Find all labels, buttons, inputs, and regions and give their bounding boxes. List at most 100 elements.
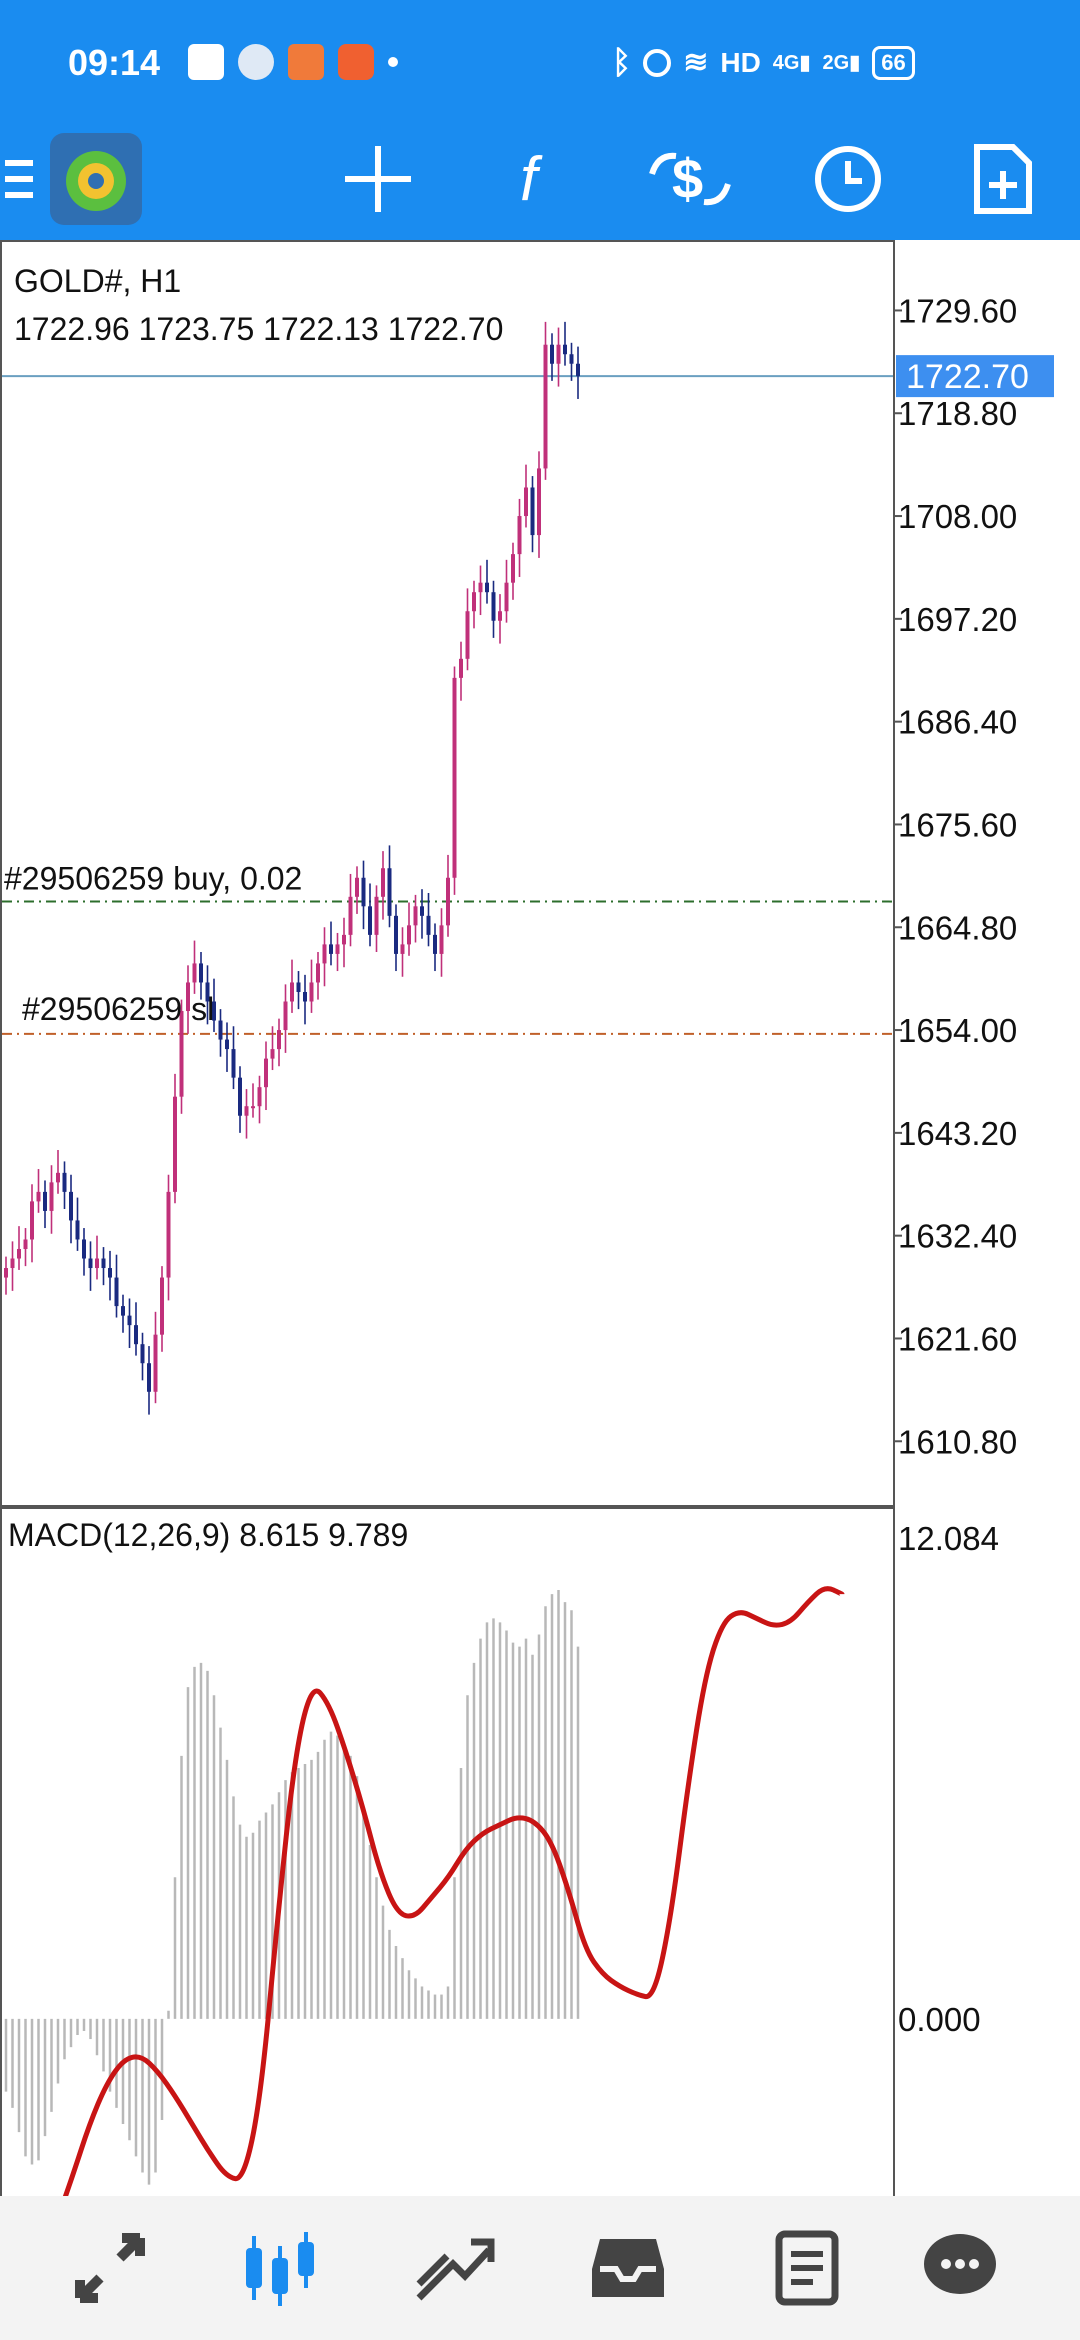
candle bbox=[4, 1256, 8, 1295]
nav-chat[interactable] bbox=[880, 2196, 1040, 2340]
candle bbox=[30, 1184, 34, 1263]
candle-body bbox=[342, 934, 346, 945]
candle-body bbox=[88, 1258, 93, 1269]
candle bbox=[95, 1235, 99, 1280]
candle-body bbox=[264, 1058, 268, 1088]
candle bbox=[322, 927, 327, 987]
macd-tick-label: 12.084 bbox=[898, 1520, 999, 1557]
price-tick-label: 1610.80 bbox=[898, 1423, 1017, 1460]
candle bbox=[576, 346, 580, 399]
candle bbox=[264, 1041, 268, 1111]
crosshair-button[interactable] bbox=[330, 118, 426, 240]
candle-body bbox=[36, 1191, 41, 1202]
candle bbox=[218, 1009, 223, 1057]
candle-body bbox=[30, 1201, 34, 1240]
candle-body bbox=[277, 1030, 281, 1050]
candle-body bbox=[465, 611, 470, 659]
candle bbox=[205, 965, 210, 1025]
candle-body bbox=[322, 944, 327, 964]
candle-body bbox=[62, 1172, 67, 1192]
candle bbox=[407, 902, 411, 956]
candle-body bbox=[101, 1258, 106, 1269]
candle bbox=[88, 1241, 93, 1291]
candle bbox=[75, 1197, 80, 1251]
candle bbox=[238, 1066, 242, 1133]
candle-body bbox=[348, 896, 353, 935]
candle-body bbox=[420, 906, 424, 916]
nav-trade[interactable] bbox=[375, 2196, 535, 2340]
status-time: 09:14 bbox=[68, 42, 161, 83]
new-order-button[interactable] bbox=[955, 118, 1051, 240]
metatrader-logo-button[interactable] bbox=[46, 118, 146, 240]
price-tick-label: 1621.60 bbox=[898, 1320, 1017, 1357]
candle bbox=[212, 978, 216, 1032]
candle-body bbox=[472, 592, 476, 612]
price-tick-label: 1718.80 bbox=[898, 395, 1017, 432]
candle bbox=[511, 542, 515, 600]
candle-body bbox=[316, 963, 320, 983]
candle-body bbox=[69, 1191, 73, 1221]
trade-icon: $ bbox=[649, 147, 731, 210]
candle-body bbox=[361, 877, 366, 907]
candle-body bbox=[4, 1268, 8, 1278]
candle bbox=[225, 1022, 229, 1072]
candle bbox=[485, 559, 489, 604]
candle bbox=[465, 588, 470, 671]
quotes-icon bbox=[75, 2233, 145, 2303]
nav-quotes[interactable] bbox=[30, 2196, 190, 2340]
menu-button[interactable] bbox=[0, 118, 40, 240]
wifi-icon: ≋ bbox=[683, 46, 709, 79]
candle-body bbox=[179, 1011, 184, 1097]
candle bbox=[491, 580, 496, 638]
candle-body bbox=[511, 554, 515, 583]
candle bbox=[179, 999, 184, 1114]
candle-body bbox=[524, 487, 528, 517]
chart-area[interactable]: 1729.60 1718.80 1708.00 1697.20 1686.40 1675.… bbox=[0, 240, 1080, 2196]
candle bbox=[524, 464, 528, 528]
candle bbox=[374, 885, 379, 953]
candle bbox=[134, 1302, 138, 1356]
candle bbox=[296, 971, 301, 1010]
candle bbox=[556, 327, 561, 387]
buy-order-label: #29506259 buy, 0.02 bbox=[4, 861, 302, 897]
candle-body bbox=[478, 582, 483, 593]
candle bbox=[498, 594, 502, 644]
candle bbox=[290, 959, 294, 1013]
macd-signal-line bbox=[62, 1586, 845, 2196]
timeframe-button[interactable] bbox=[800, 118, 896, 240]
candle bbox=[348, 873, 353, 947]
candle-body bbox=[251, 1106, 255, 1109]
nav-news[interactable] bbox=[725, 2196, 885, 2340]
battery-icon: 66 bbox=[872, 45, 915, 80]
clock-icon bbox=[815, 146, 881, 212]
macd-label: MACD(12,26,9) 8.615 9.789 bbox=[8, 1517, 408, 1553]
candle-body bbox=[166, 1191, 171, 1278]
candle-body bbox=[140, 1344, 145, 1364]
candles bbox=[4, 321, 580, 1415]
candle-body bbox=[82, 1239, 86, 1259]
candle bbox=[316, 952, 320, 1000]
candle-body bbox=[205, 982, 210, 1002]
app-notification-icon bbox=[188, 44, 224, 80]
candle-body bbox=[355, 877, 359, 897]
candle-body bbox=[335, 944, 340, 954]
candle bbox=[433, 923, 437, 972]
price-tick-label: 1729.60 bbox=[898, 292, 1017, 329]
metatrader-logo bbox=[50, 133, 142, 225]
candle-body bbox=[121, 1306, 125, 1316]
nav-history[interactable] bbox=[548, 2196, 708, 2340]
chart-toolbar: f $ bbox=[0, 118, 1080, 240]
candle bbox=[23, 1228, 28, 1267]
candle bbox=[82, 1228, 86, 1276]
inbox-icon bbox=[592, 2239, 664, 2297]
more-notifications-icon bbox=[388, 57, 398, 67]
nav-charts[interactable] bbox=[200, 2196, 360, 2340]
trade-button[interactable]: $ bbox=[640, 118, 740, 240]
candle-body bbox=[134, 1325, 138, 1345]
status-bar: 09:14 ᛒ ≋ HD 4G▮ 2G▮ 66 bbox=[0, 0, 1080, 118]
candle-body bbox=[75, 1220, 80, 1240]
indicators-button[interactable]: f bbox=[490, 118, 586, 240]
candle-body bbox=[127, 1315, 132, 1326]
price-tick-label: 1664.80 bbox=[898, 909, 1017, 946]
price-chart[interactable]: 1729.60 1718.80 1708.00 1697.20 1686.40 1675.… bbox=[0, 240, 1080, 2196]
